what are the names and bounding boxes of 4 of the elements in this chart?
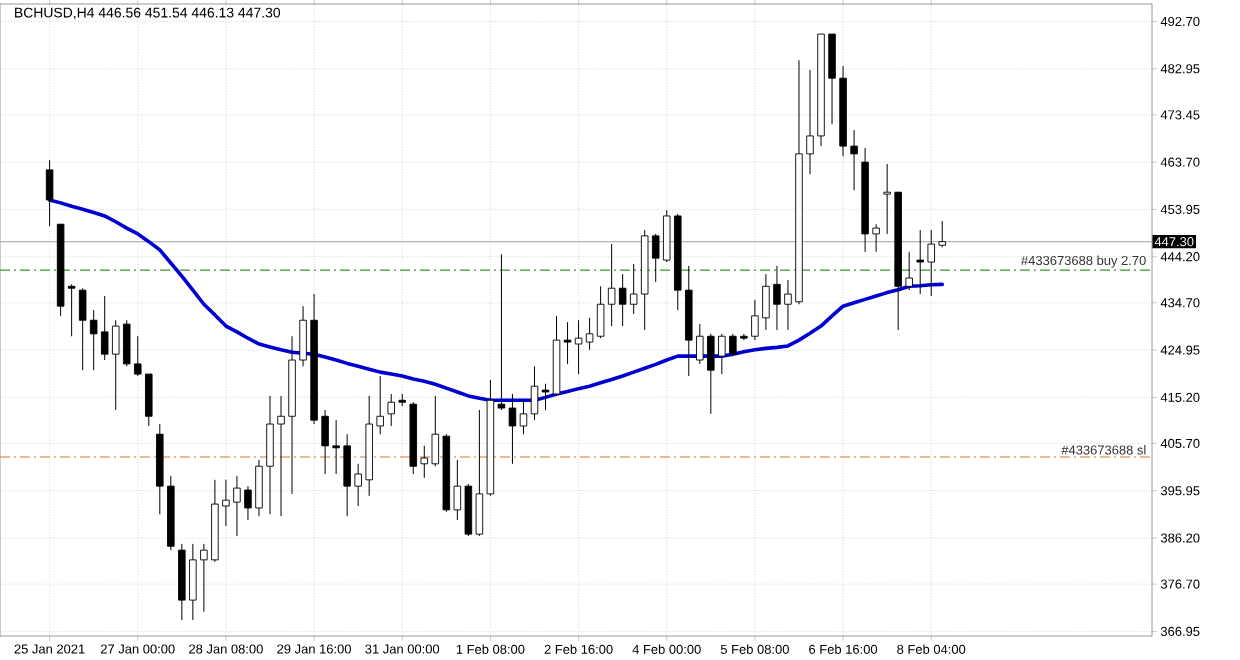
candlestick — [519, 399, 528, 435]
candlestick — [541, 383, 550, 411]
candlestick — [45, 159, 54, 227]
candlestick — [530, 365, 539, 421]
